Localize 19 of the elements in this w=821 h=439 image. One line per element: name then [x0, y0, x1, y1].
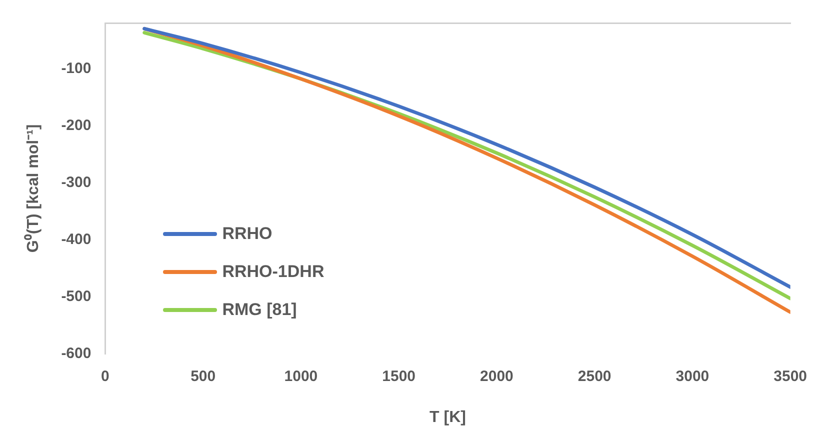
y-tick-label: -600 [61, 344, 92, 362]
y-tick-label: -500 [61, 288, 92, 305]
y-tick-label: -200 [61, 116, 92, 134]
x-tick-label: 500 [190, 368, 216, 385]
y-tick-label: -400 [61, 230, 92, 248]
legend-label: RRHO [222, 224, 272, 244]
x-tick-label: 2000 [480, 368, 514, 385]
y-tick-label: -300 [61, 174, 92, 191]
x-tick-label: 1500 [382, 368, 416, 385]
legend-label: RRHO-1DHR [222, 262, 324, 282]
x-tick-label: 0 [101, 368, 110, 385]
y-tick-label: -100 [61, 60, 92, 77]
x-tick-label: 2500 [578, 368, 612, 385]
legend-label: RMG [81] [222, 300, 297, 320]
x-axis-title: T [K] [430, 408, 466, 426]
y-axis-title: G⁰(T) [kcal mol⁻¹] [24, 124, 42, 253]
x-tick-label: 1000 [284, 368, 318, 385]
x-tick-label: 3500 [774, 368, 808, 385]
x-tick-label: 3000 [676, 368, 710, 385]
